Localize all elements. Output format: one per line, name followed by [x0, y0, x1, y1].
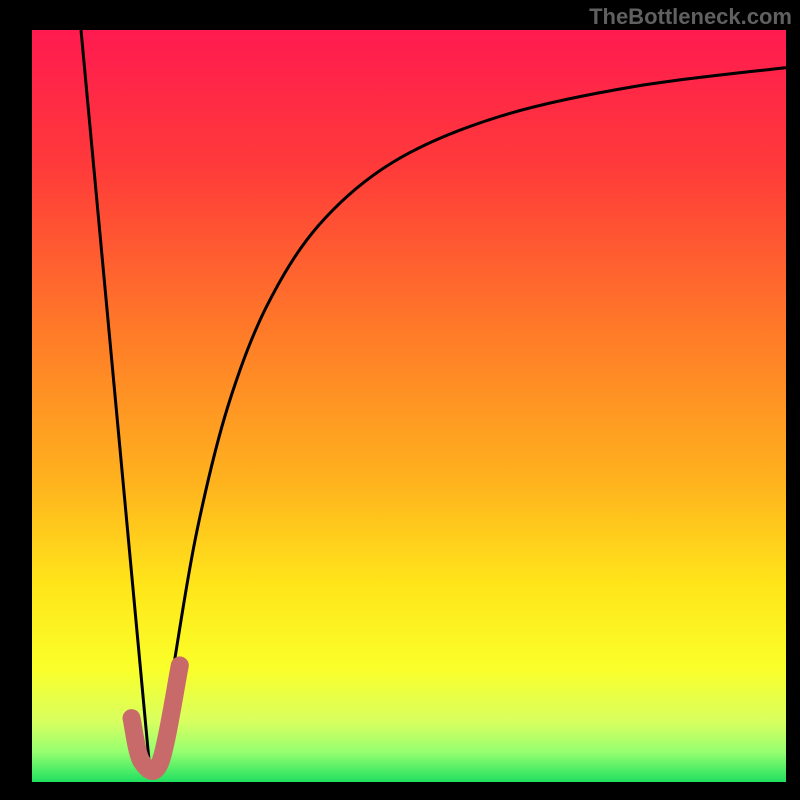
watermark-text: TheBottleneck.com [589, 4, 792, 30]
bottleneck-curve-right [160, 68, 786, 760]
chart-container: TheBottleneck.com [0, 0, 800, 800]
bottleneck-curve-left [81, 30, 149, 759]
optimal-marker-check [132, 665, 180, 771]
curve-overlay [0, 0, 800, 800]
